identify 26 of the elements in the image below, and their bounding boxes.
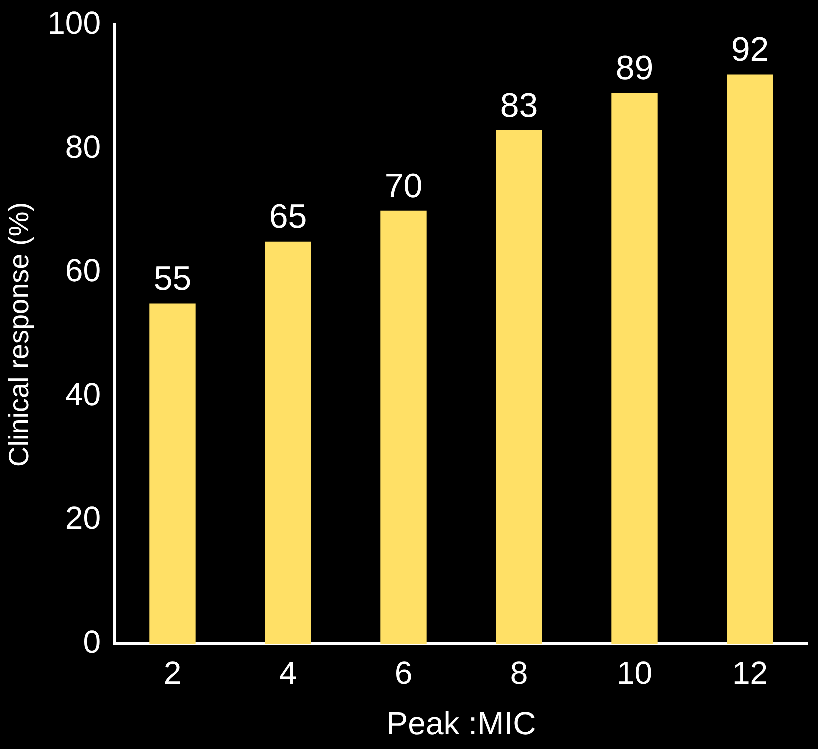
bar (380, 210, 427, 644)
y-tick-label: 80 (65, 128, 101, 165)
y-tick-label: 40 (65, 376, 101, 412)
x-tick-label: 12 (732, 655, 768, 692)
data-label: 83 (500, 86, 538, 125)
y-tick-label: 0 (83, 624, 101, 660)
data-label: 65 (269, 198, 308, 236)
y-tick-label: 100 (48, 5, 101, 42)
bar (496, 130, 542, 644)
x-tick-label: 10 (616, 655, 653, 692)
bar (612, 93, 658, 644)
bar (150, 304, 196, 644)
x-tick-label: 8 (510, 655, 528, 692)
bar (727, 74, 774, 644)
data-label: 89 (616, 50, 654, 88)
y-axis-title: Clinical response (%) (4, 202, 35, 467)
data-label: 55 (154, 260, 192, 298)
x-tick-label: 4 (279, 655, 298, 692)
y-tick-label: 20 (65, 500, 101, 536)
x-tick-label: 6 (394, 655, 413, 692)
data-label: 92 (731, 31, 770, 70)
y-tick-label: 60 (65, 252, 101, 289)
data-label: 70 (384, 167, 423, 206)
x-axis-title: Peak :MIC (386, 706, 536, 742)
bar (265, 242, 312, 644)
x-tick-label: 2 (164, 655, 182, 692)
